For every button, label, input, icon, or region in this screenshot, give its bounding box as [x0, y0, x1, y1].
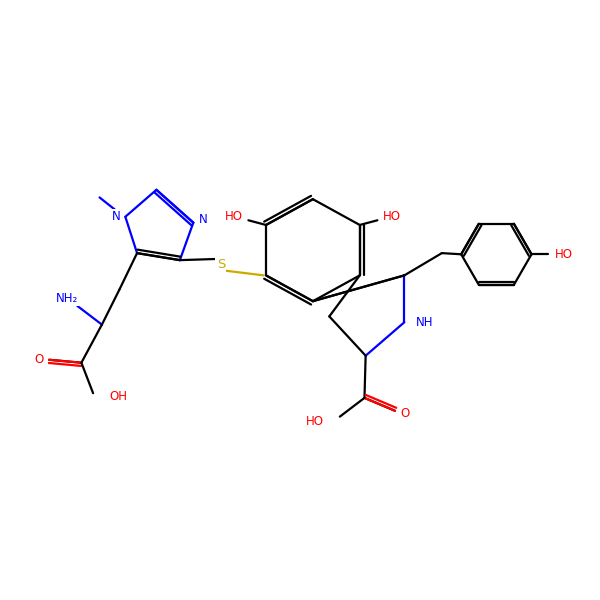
Text: OH: OH [110, 389, 128, 403]
Text: N: N [199, 213, 208, 226]
Text: HO: HO [225, 210, 243, 223]
Text: O: O [35, 353, 44, 365]
Text: HO: HO [305, 415, 323, 428]
Text: O: O [400, 407, 410, 420]
Text: N: N [112, 210, 121, 223]
Text: NH: NH [416, 316, 434, 329]
Text: HO: HO [555, 248, 573, 261]
Text: HO: HO [383, 210, 401, 223]
Text: S: S [217, 259, 225, 271]
Text: NH₂: NH₂ [56, 292, 78, 305]
